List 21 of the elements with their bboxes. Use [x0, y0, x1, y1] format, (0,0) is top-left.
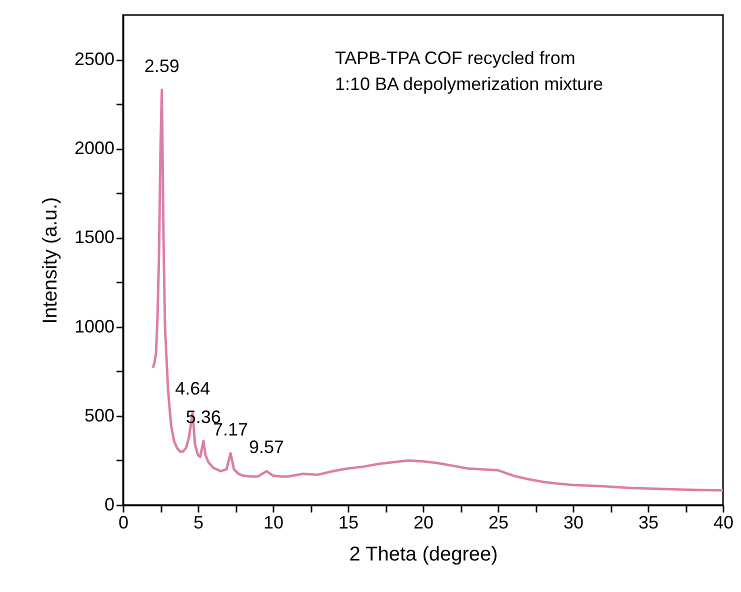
x-tick-label: 30 [563, 512, 584, 532]
x-tick-label: 40 [713, 512, 734, 532]
x-tick-label: 10 [263, 512, 284, 532]
y-axis-title: Intensity (a.u.) [39, 197, 62, 324]
x-tick-label: 5 [193, 512, 204, 532]
x-tick-label: 35 [638, 512, 659, 532]
y-tick-label: 1000 [74, 316, 114, 336]
y-tick-label: 1500 [74, 227, 114, 248]
x-tick-label: 15 [338, 512, 359, 532]
x-axis-title: 2 Theta (degree) [349, 544, 498, 566]
annotation: 2.59 [144, 56, 180, 76]
annotation: 9.57 [249, 437, 284, 458]
x-tick-label: 0 [118, 512, 129, 532]
y-tick-label: 2000 [74, 138, 114, 158]
y-tick-label: 2500 [74, 49, 114, 70]
y-tick-label: 0 [104, 494, 114, 514]
x-tick-label: 20 [413, 512, 434, 532]
annotation: 4.64 [175, 378, 210, 398]
x-tick-label: 25 [488, 512, 509, 532]
y-tick-label: 500 [84, 405, 114, 426]
annotation: TAPB-TPA COF recycled from 1:10 BA depolymerization mixture [335, 48, 604, 94]
